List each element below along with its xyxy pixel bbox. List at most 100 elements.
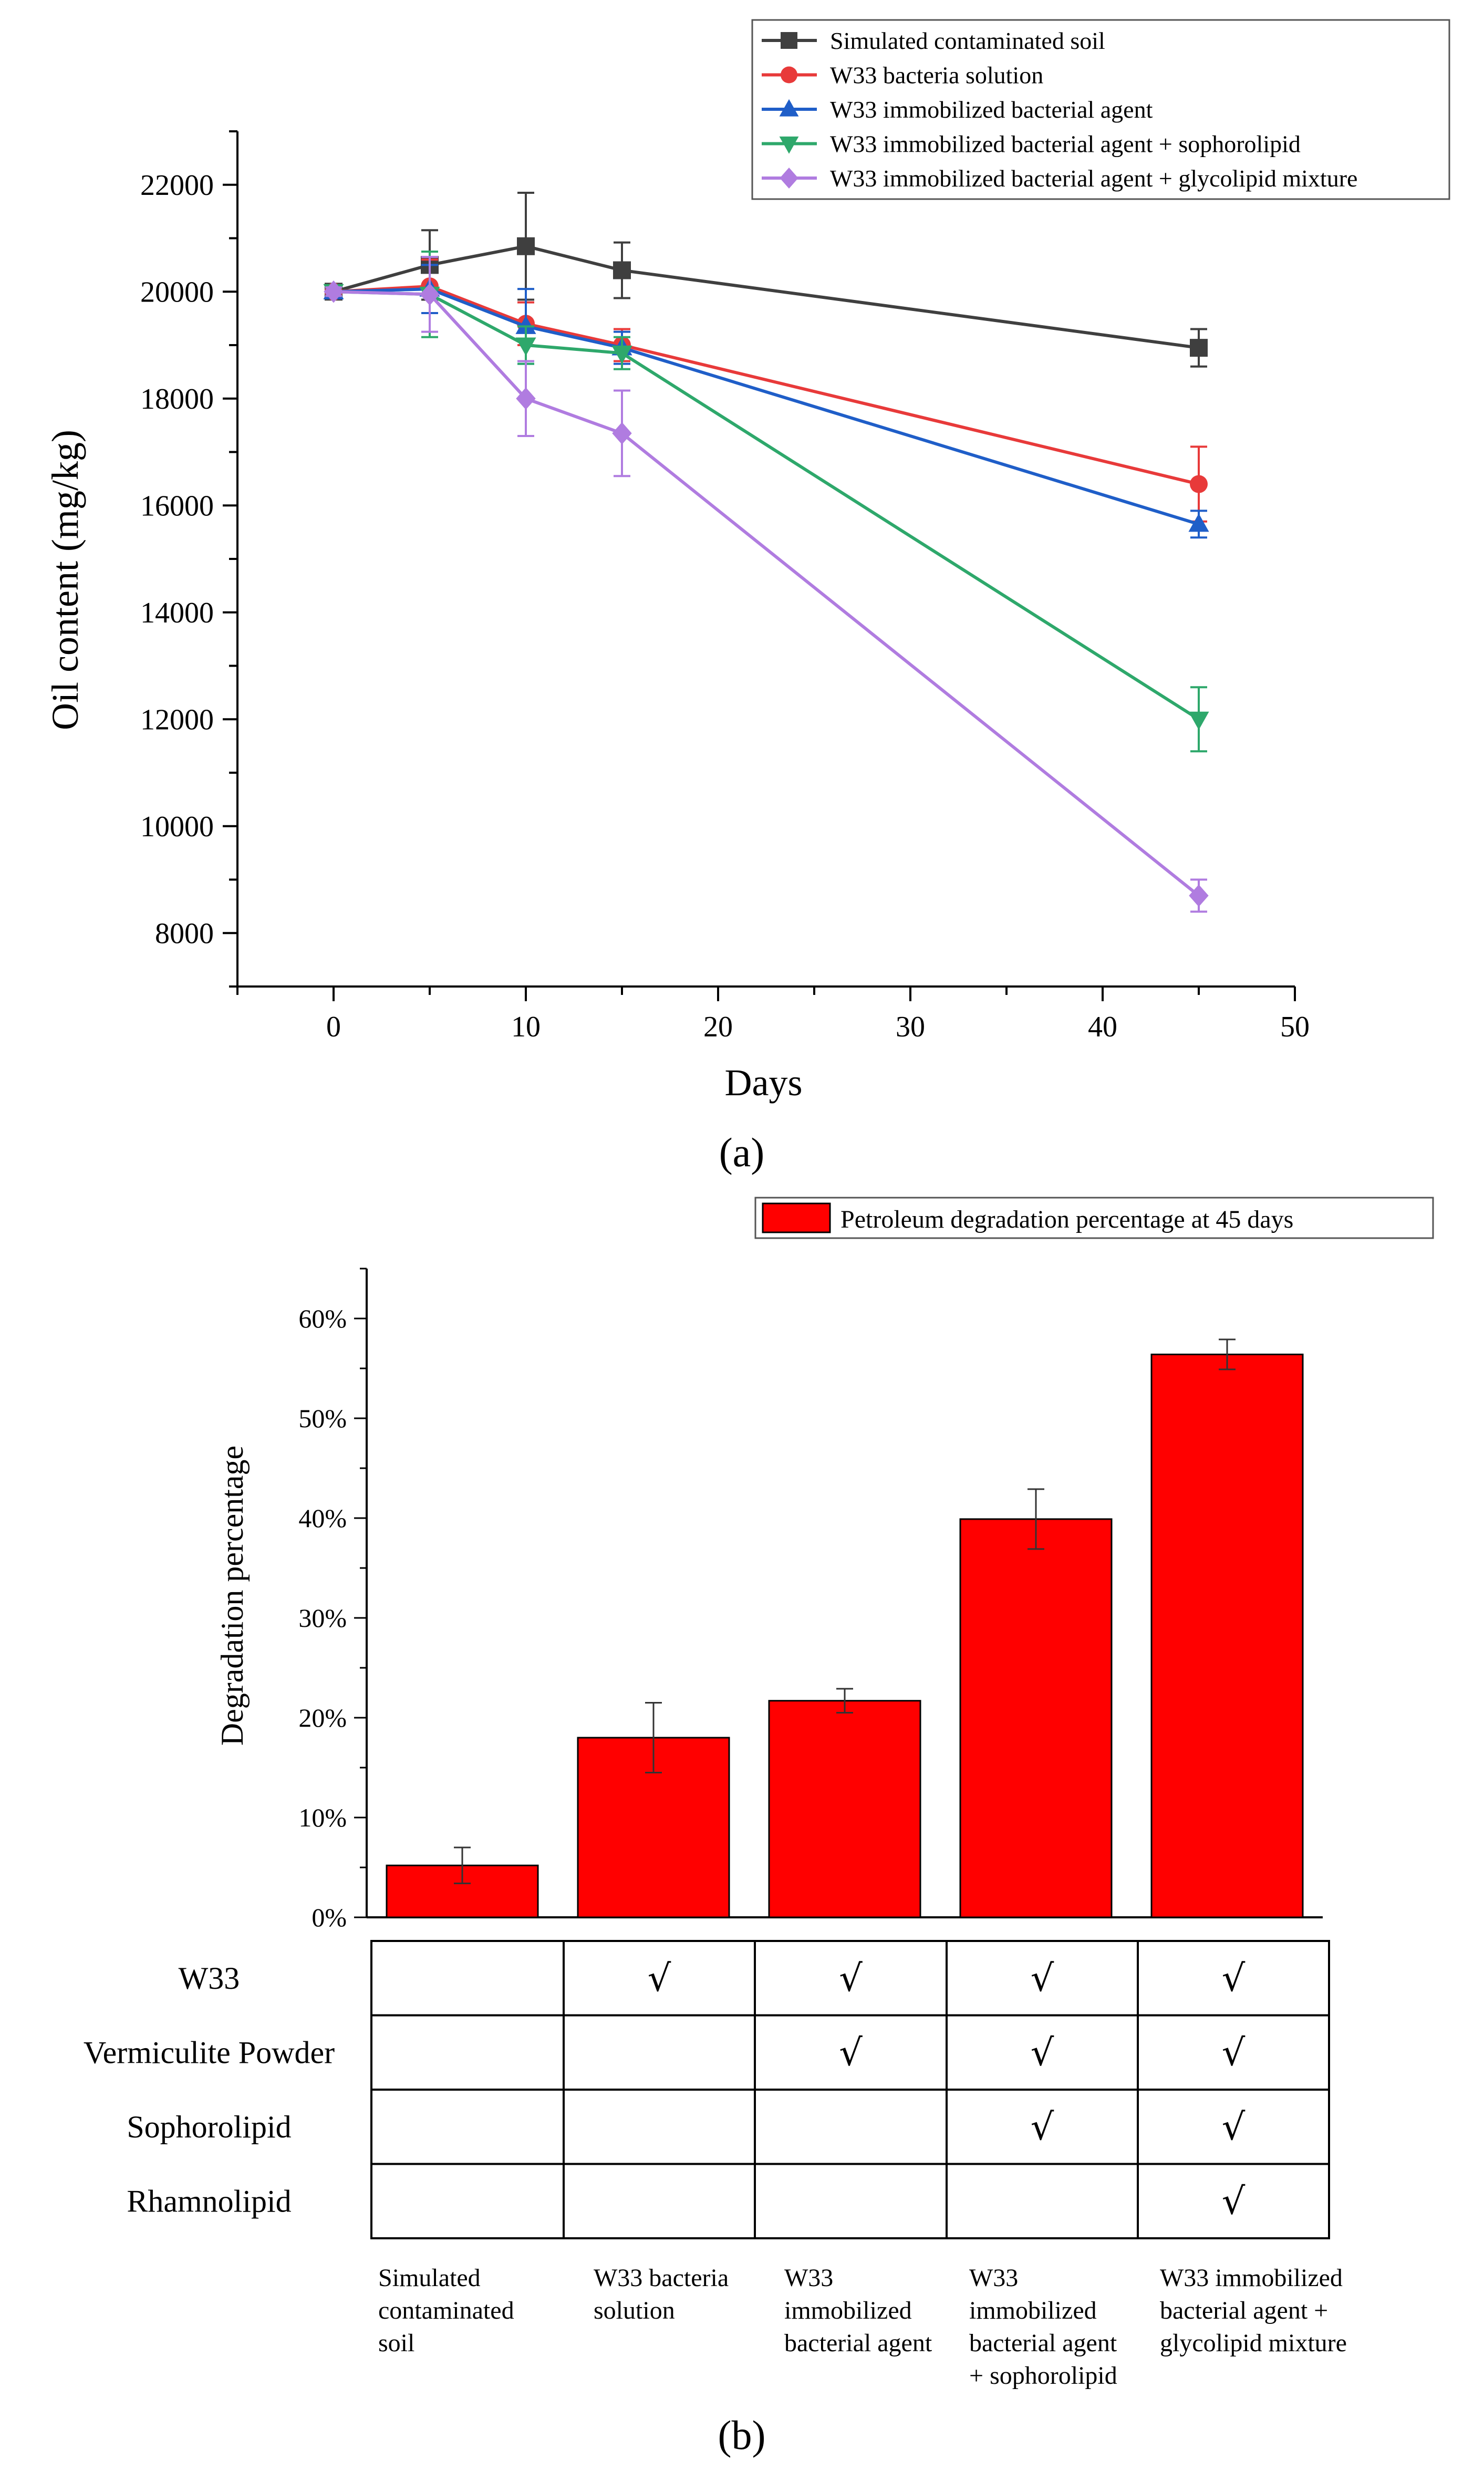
- x-tick-label: 30: [896, 1011, 925, 1043]
- category-label: W33 immobilized bacterial agent + sophoroli…: [969, 2264, 1117, 2390]
- check-mark: √: [1031, 2105, 1054, 2148]
- category-label-line: W33 immobilized: [1160, 2264, 1343, 2292]
- y-tick-label: 60%: [298, 1304, 347, 1333]
- category-label-line: solution: [594, 2297, 675, 2324]
- legend: Petroleum degradation percentage at 45 d…: [754, 1197, 1434, 1239]
- series-4: [323, 250, 1209, 753]
- legend-label: W33 bacteria solution: [830, 62, 1043, 89]
- panel-a-label: (a): [719, 1129, 765, 1175]
- category-label-line: + sophorolipid: [969, 2362, 1117, 2390]
- data-point: [613, 261, 631, 279]
- category-label-line: immobilized: [784, 2297, 912, 2324]
- y-tick-label: 50%: [298, 1404, 347, 1433]
- series-line: [333, 287, 1199, 526]
- data-point: [1189, 884, 1209, 907]
- y-tick-label: 16000: [140, 490, 214, 522]
- x-tick-label: 0: [326, 1011, 341, 1043]
- data-point: [1188, 513, 1209, 532]
- category-label-line: W33 bacteria: [594, 2264, 729, 2292]
- y-axis-title: Oil content (mg/kg): [44, 430, 86, 730]
- check-mark: √: [1222, 2105, 1246, 2148]
- series-line: [333, 285, 1199, 486]
- x-tick-label: 40: [1088, 1011, 1117, 1043]
- category-label: W33 bacteria solution: [594, 2264, 729, 2324]
- legend-marker: [781, 32, 797, 49]
- panel-b-label: (b): [718, 2412, 766, 2458]
- y-tick-label: 18000: [140, 383, 214, 416]
- y-tick-label: 14000: [140, 597, 214, 629]
- legend-marker: [779, 99, 799, 117]
- y-tick-label: 10000: [140, 811, 214, 843]
- category-label: W33 immobilized bacterial agent: [784, 2264, 932, 2357]
- x-tick-label: 20: [703, 1011, 733, 1043]
- category-label: W33 immobilized bacterial agent + glycolip…: [1160, 2264, 1347, 2357]
- category-label-line: W33: [969, 2264, 1018, 2292]
- legend-marker: [779, 136, 799, 154]
- y-axis-title: Degradation percentage: [215, 1446, 250, 1746]
- legend-marker: [781, 66, 797, 84]
- composition-table: W33 √ √ √ √ Vermiculite Powder √ √ √ Sophorolipid…: [84, 1940, 1347, 2390]
- check-mark: √: [1222, 2031, 1246, 2074]
- y-tick-label: 0%: [312, 1903, 347, 1932]
- x-tick-label: 10: [511, 1011, 541, 1043]
- legend-frame: [751, 19, 1450, 200]
- x-tick-label: 50: [1280, 1011, 1310, 1043]
- series-line: [333, 290, 1200, 721]
- table-row-label: Vermiculite Powder: [84, 2035, 335, 2070]
- y-tick-label: 20000: [140, 276, 214, 308]
- y-tick-label: 22000: [140, 169, 214, 202]
- legend-swatch: [762, 1202, 831, 1233]
- category-label-line: immobilized: [969, 2297, 1097, 2324]
- category-label-line: W33: [784, 2264, 833, 2292]
- y-tick-label: 12000: [140, 703, 214, 736]
- chart-a: 0 10 20 30 40 50 8000 10000 12000 14000 16000 18000…: [44, 19, 1450, 1104]
- legend-label: W33 immobilized bacterial agent + sophor…: [830, 131, 1301, 158]
- legend-frame: [754, 1197, 1434, 1239]
- data-point: [1190, 339, 1208, 357]
- series-5: [324, 256, 1209, 913]
- data-point: [1188, 711, 1209, 730]
- bar: [959, 1518, 1113, 1918]
- table-row-label: Rhamnolipid: [127, 2184, 291, 2218]
- category-label-line: bacterial agent: [969, 2329, 1117, 2357]
- category-label-line: bacterial agent: [784, 2329, 932, 2357]
- legend-marker: [780, 168, 798, 189]
- category-label-line: bacterial agent +: [1160, 2297, 1328, 2324]
- data-point: [612, 422, 632, 445]
- check-mark: √: [648, 1957, 671, 2000]
- data-point: [515, 337, 536, 356]
- category-label-line: contaminated: [378, 2297, 514, 2324]
- bar: [1150, 1353, 1304, 1918]
- data-point: [611, 345, 632, 364]
- check-mark: √: [1031, 1957, 1054, 2000]
- category-label-line: soil: [378, 2329, 414, 2357]
- bar: [768, 1700, 921, 1918]
- series-line: [333, 290, 1200, 897]
- data-point: [324, 281, 344, 303]
- series-3: [323, 264, 1209, 539]
- y-tick-label: 20%: [298, 1703, 347, 1732]
- legend-label: Simulated contaminated soil: [830, 27, 1105, 54]
- y-tick-label: 8000: [155, 917, 214, 950]
- data-point: [1190, 475, 1208, 493]
- y-tick-label: 40%: [298, 1503, 347, 1533]
- data-point: [517, 237, 535, 255]
- data-point: [420, 283, 440, 306]
- data-point: [516, 387, 536, 410]
- chart-b: 0% 10% 20% 30% 40% 50% 60% Degradation percenta…: [215, 1197, 1434, 1932]
- category-label-line: glycolipid mixture: [1160, 2329, 1347, 2357]
- x-axis-title: Days: [725, 1062, 803, 1104]
- data-point: [515, 315, 536, 334]
- table-row-label: W33: [179, 1961, 240, 1996]
- series-1: [325, 192, 1208, 368]
- y-tick-label: 10%: [298, 1803, 347, 1832]
- legend-label: Petroleum degradation percentage at 45 d…: [840, 1206, 1293, 1233]
- check-mark: √: [1222, 1957, 1246, 2000]
- category-label: Simulated contaminated soil: [378, 2264, 514, 2357]
- check-mark: √: [839, 1957, 863, 2000]
- check-mark: √: [839, 2031, 863, 2074]
- check-mark: √: [1222, 2179, 1246, 2223]
- legend-label: W33 immobilized bacterial agent: [830, 96, 1153, 123]
- legend: Simulated contaminated soil W33 bacteria …: [751, 19, 1450, 200]
